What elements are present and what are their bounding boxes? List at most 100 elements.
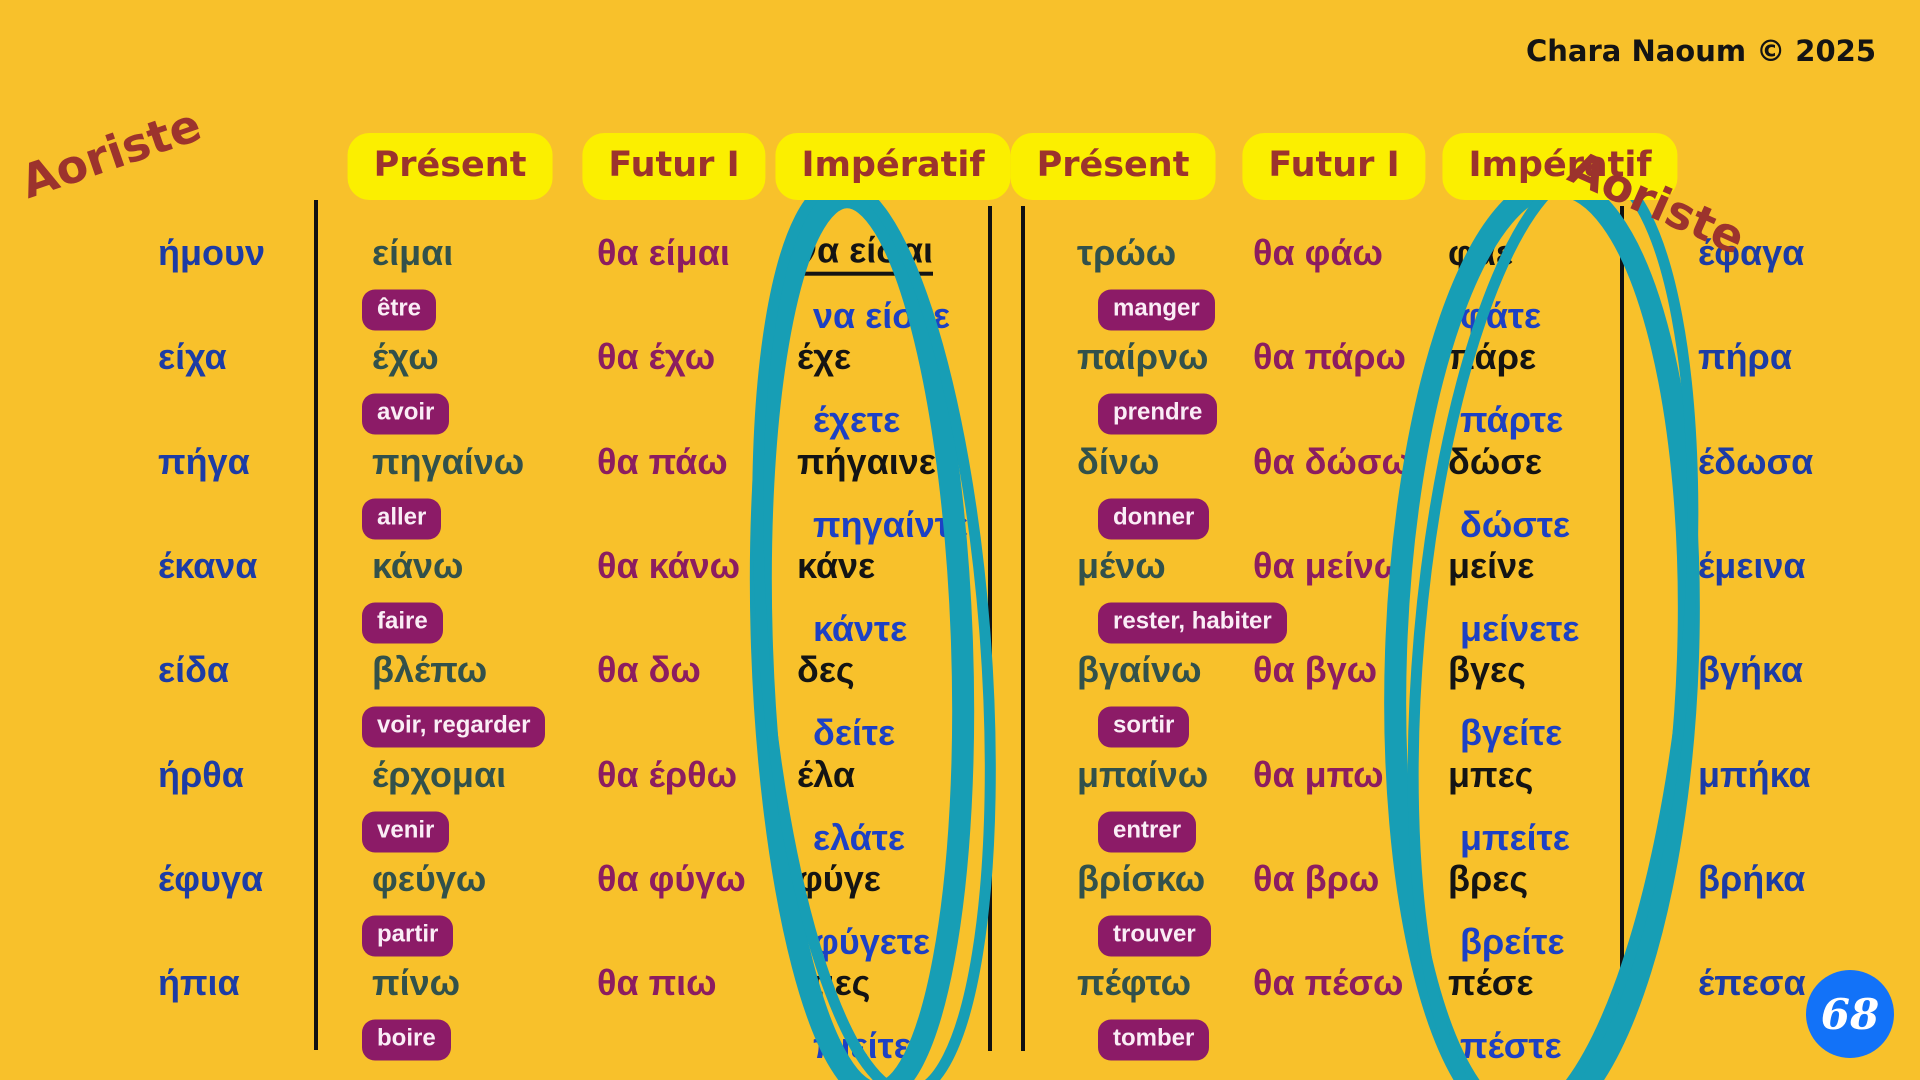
imperative-plural: ελάτε [813,816,905,858]
aorist-word: βγήκα [1698,649,1803,691]
imperative-plural: πιείτε [813,1025,911,1067]
imperative-plural: δείτε [813,712,896,754]
imperative-plural: πηγαίντε [813,503,968,545]
present-word: πέφτω [1077,962,1192,1004]
imperative-plural: βγείτε [1460,712,1563,754]
present-word: έρχομαι [372,753,507,795]
present-word: τρώω [1077,232,1177,274]
futur-word: θα φύγω [597,858,746,899]
column-header-futur-i: Futur I [582,133,766,200]
copyright-text: Chara Naoum © 2025 [1526,34,1876,68]
imperative-plural: κάντε [813,608,908,650]
column-header-imp-ratif: Impératif [1442,133,1678,200]
page-number-badge: 68 [1806,970,1894,1058]
imperative-singular: δώσε [1448,440,1542,482]
french-translation-badge: prendre [1098,393,1218,435]
page-number: 68 [1820,989,1880,1039]
futur-word: θα είμαι [597,232,730,274]
divider-left-aoriste [314,200,318,1050]
futur-word: θα μείνω [1253,545,1405,587]
present-word: δίνω [1077,440,1160,482]
imperative-plural: να είστε [813,295,951,337]
imperative-plural: δώστε [1460,503,1571,545]
imperative-singular: έχε [797,336,852,378]
futur-word: θα κάνω [597,545,741,587]
aorist-word: έδωσα [1698,440,1814,482]
present-word: βρίσκω [1077,858,1206,899]
aorist-word: είδα [158,649,230,691]
aorist-word: έπεσα [1698,962,1806,1004]
aorist-word: έφαγα [1698,232,1805,274]
aorist-word: βρήκα [1698,858,1806,899]
aorist-word: ήμουν [158,232,265,274]
futur-word: θα έρθω [597,753,737,795]
aorist-word: πήγα [158,440,250,482]
futur-word: θα πάω [597,440,728,482]
french-translation-badge: trouver [1098,915,1211,957]
divider-right-aoriste [1620,206,1624,1044]
futur-word: θα πάρω [1253,336,1406,378]
imperative-singular: πέσε [1448,962,1534,1004]
imperative-plural: πέστε [1460,1025,1562,1067]
french-translation-badge: avoir [362,393,450,435]
column-header-pr-sent: Présent [347,133,553,200]
aorist-word: είχα [158,336,227,378]
aorist-word: ήπια [158,962,240,1004]
french-translation-badge: faire [362,602,443,644]
aoriste-title-left: Aoriste [14,97,208,210]
present-word: παίρνω [1077,336,1209,378]
french-translation-badge: aller [362,498,442,540]
french-translation-badge: donner [1098,498,1210,540]
imperative-singular: να είσαι [797,231,934,276]
futur-word: θα πιω [597,962,717,1004]
french-translation-badge: être [362,289,437,331]
imperative-singular: βρες [1448,858,1529,899]
futur-word: θα βγω [1253,649,1377,691]
imperative-plural: μπείτε [1460,816,1570,858]
column-header-imp-ratif: Impératif [775,133,1011,200]
present-word: μένω [1077,545,1166,587]
present-word: είμαι [372,232,454,274]
imperative-singular: δες [797,649,855,691]
present-word: βγαίνω [1077,649,1202,691]
imperative-plural: μείνετε [1460,608,1580,650]
present-word: κάνω [372,545,464,587]
futur-word: θα δω [597,649,701,691]
imperative-singular: κάνε [797,545,876,587]
present-word: βλέπω [372,649,488,691]
imperative-plural: φάτε [1460,295,1542,337]
futur-word: θα μπω [1253,753,1384,795]
aorist-word: έφυγα [158,858,264,899]
aorist-word: έκανα [158,545,258,587]
present-word: μπαίνω [1077,753,1209,795]
french-translation-badge: tomber [1098,1019,1210,1061]
imperative-singular: πήγαινε [797,440,936,482]
futur-word: θα έχω [597,336,716,378]
futur-word: θα βρω [1253,858,1380,899]
french-translation-badge: sortir [1098,706,1190,748]
futur-word: θα φάω [1253,232,1383,274]
imperative-singular: φύγε [797,858,881,899]
imperative-singular: μπες [1448,753,1534,795]
french-translation-badge: boire [362,1019,451,1061]
imperative-singular: φάε [1448,232,1513,274]
aorist-word: ήρθα [158,753,244,795]
aorist-word: μπήκα [1698,753,1811,795]
french-translation-badge: venir [362,811,450,852]
french-translation-badge: rester, habiter [1098,602,1287,644]
aorist-word: έμεινα [1698,545,1806,587]
imperative-singular: μείνε [1448,545,1535,587]
divider-group-1 [988,206,992,1051]
imperative-plural: έχετε [813,399,901,441]
column-header-futur-i: Futur I [1242,133,1426,200]
imperative-plural: βρείτε [1460,921,1565,962]
present-word: έχω [372,336,439,378]
futur-word: θα πέσω [1253,962,1404,1004]
french-translation-badge: manger [1098,289,1215,331]
futur-word: θα δώσω [1253,440,1412,482]
french-translation-badge: entrer [1098,811,1197,852]
aorist-word: πήρα [1698,336,1792,378]
french-translation-badge: voir, regarder [362,706,546,748]
column-header-pr-sent: Présent [1010,133,1216,200]
